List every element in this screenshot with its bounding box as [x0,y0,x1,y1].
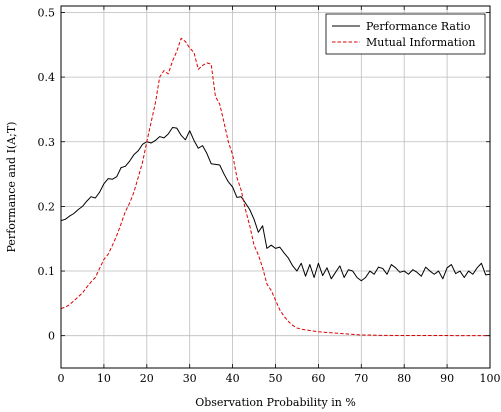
y-tick-label: 0.1 [38,265,56,278]
x-tick-label: 100 [480,372,501,385]
y-tick-label: 0.5 [38,6,56,19]
legend-label-mutual-information: Mutual Information [366,36,475,49]
y-tick-label: 0.4 [38,71,56,84]
tick-marks [60,6,491,368]
x-tick-label: 60 [311,372,325,385]
x-tick-label: 90 [440,372,454,385]
x-tick-label: 10 [97,372,111,385]
legend: Performance Ratio Mutual Information [325,13,486,55]
y-axis-label: Performance and I(A;T) [5,122,18,253]
series-line-mutual-information [60,37,490,337]
x-tick-label: 20 [140,372,154,385]
x-tick-label: 30 [183,372,197,385]
y-tick-label: 0.3 [38,136,56,149]
x-tick-labels: 0 10 20 30 40 50 60 70 80 90 100 [58,372,501,385]
x-axis-label: Observation Probability in % [195,396,356,409]
y-tick-label: 0 [48,330,55,343]
y-tick-label: 0.2 [38,200,56,213]
x-tick-label: 0 [58,372,65,385]
x-tick-label: 80 [397,372,411,385]
x-tick-label: 50 [269,372,283,385]
series-lines [60,37,491,337]
x-tick-label: 70 [354,372,368,385]
grid [60,6,491,368]
legend-box [325,13,486,55]
x-tick-label: 40 [226,372,240,385]
legend-label-performance-ratio: Performance Ratio [366,20,471,33]
series-line-performance-ratio [60,127,491,282]
y-tick-labels: 0 0.1 0.2 0.3 0.4 0.5 [38,6,56,342]
